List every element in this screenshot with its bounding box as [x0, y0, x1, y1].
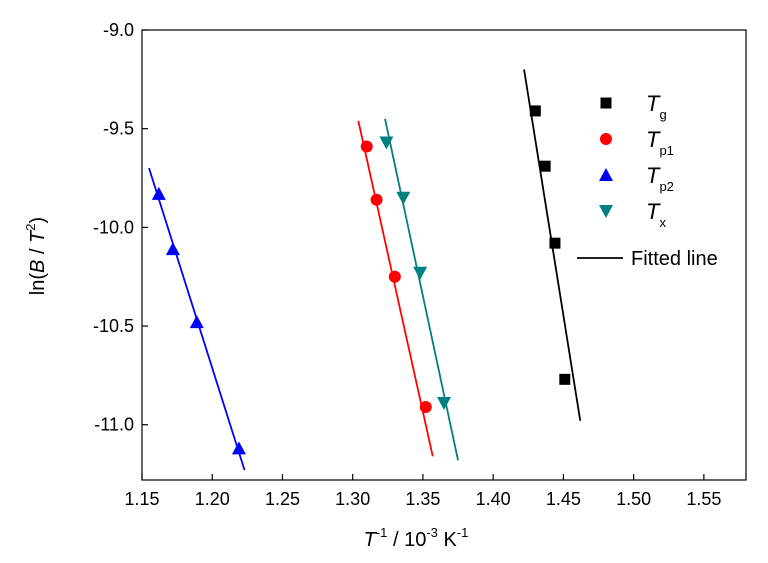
x-axis-ticks: 1.15 1.20 1.25 1.30 1.35 1.40 1.45 1.50 1.55	[124, 474, 721, 509]
y-tick-label: -9.5	[103, 119, 134, 139]
x-tick-label: 1.15	[124, 489, 159, 509]
data-point-g	[539, 160, 551, 172]
x-tick-label: 1.25	[265, 489, 300, 509]
data-point-g	[529, 105, 541, 117]
x-tick-label: 1.35	[405, 489, 440, 509]
legend-label-x: Tx	[646, 199, 666, 230]
x-label-sup1: -1	[376, 525, 388, 540]
plot-border	[141, 29, 747, 481]
plot-frame	[141, 29, 747, 481]
y-label-slash: /	[27, 243, 49, 260]
legend-symbol: T	[646, 199, 661, 224]
data-point-x	[437, 397, 451, 411]
y-axis-label: ln(B / T2)	[23, 217, 49, 295]
legend-label-p1: Tp1	[646, 127, 674, 158]
x-label-unit: K	[438, 529, 458, 551]
y-label-sup: 2	[23, 223, 38, 230]
data-point-x	[413, 266, 428, 280]
data-point-p2	[151, 186, 166, 200]
x-tick-label: 1.45	[546, 489, 581, 509]
data-point-p1	[419, 400, 432, 413]
y-label-pre: ln(	[27, 273, 49, 296]
legend-marker-x	[599, 205, 613, 218]
data-point-g	[559, 373, 571, 385]
x-axis-label: T-1 / 10-3 K-1	[364, 525, 469, 551]
legend-symbol: T	[646, 127, 661, 152]
x-tick-label: 1.20	[195, 489, 230, 509]
fitted-lines	[148, 69, 582, 471]
legend-symbol: T	[646, 91, 661, 116]
y-label-b: B	[27, 260, 49, 273]
x-tick-label: 1.30	[335, 489, 370, 509]
x-label-mid: / 10	[387, 529, 426, 551]
y-tick-label: -11.0	[94, 415, 134, 435]
x-label-sup2: -3	[426, 525, 438, 540]
data-point-p1	[370, 193, 383, 206]
data-point-p2	[165, 242, 180, 256]
legend-fitted-line-label: Fitted line	[631, 248, 718, 270]
y-label-post: )	[27, 217, 49, 224]
legend-marker-p2	[599, 168, 613, 181]
legend-symbol: T	[646, 163, 661, 188]
legend-label-p2: Tp2	[646, 163, 674, 194]
y-tick-label: -9.0	[103, 20, 134, 40]
data-point-p2	[231, 441, 246, 455]
fit-line-p1	[357, 120, 434, 457]
y-label-t: T	[27, 229, 49, 243]
legend-label-g: Tg	[646, 91, 667, 122]
legend-subscript: x	[659, 215, 666, 230]
data-point-p1	[360, 140, 373, 153]
data-point-g	[549, 237, 561, 249]
data-point-x	[379, 136, 394, 150]
legend-subscript: p1	[659, 143, 673, 158]
x-tick-label: 1.55	[686, 489, 721, 509]
data-point-x	[396, 191, 411, 205]
legend-marker-p1	[600, 133, 612, 145]
x-label-symbol: T	[364, 529, 378, 551]
data-point-p2	[189, 315, 204, 329]
data-points	[151, 105, 571, 455]
legend-subscript: g	[659, 107, 666, 122]
y-tick-label: -10.5	[93, 316, 134, 336]
x-tick-label: 1.50	[616, 489, 651, 509]
legend-subscript: p2	[659, 179, 673, 194]
x-label-sup3: -1	[457, 525, 469, 540]
y-tick-label: -10.0	[93, 217, 134, 237]
data-point-p1	[388, 270, 401, 283]
legend-marker-g	[600, 97, 612, 109]
y-axis-ticks: -9.0 -9.5 -10.0 -10.5 -11.0	[93, 20, 148, 435]
x-tick-label: 1.40	[476, 489, 511, 509]
